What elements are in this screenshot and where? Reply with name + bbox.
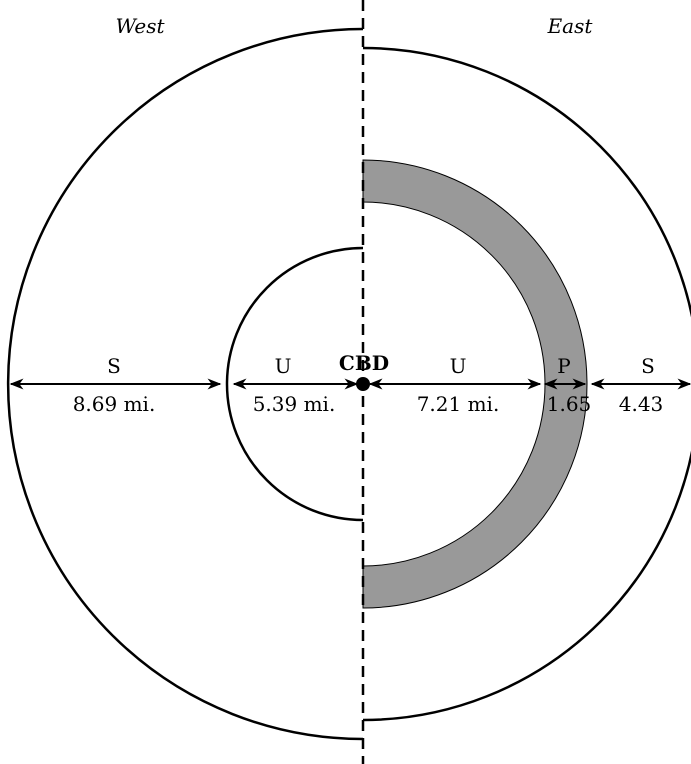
east-suburban-distance: 4.43 [619, 392, 664, 416]
west-urban-distance: 5.39 mi. [253, 392, 336, 416]
east-outer-boundary [362, 46, 691, 722]
east-suburban-zone: S [641, 354, 655, 378]
east-periurban-zone: P [557, 354, 570, 378]
cbd-label: CBD [339, 351, 389, 375]
east-periurban-distance: 1.65 [547, 392, 592, 416]
east-urban-zone: U [450, 354, 467, 378]
west-suburban-zone: S [107, 354, 121, 378]
west-heading: West [115, 14, 165, 38]
west-outer-boundary [6, 27, 364, 741]
west-suburban-distance: 8.69 mi. [73, 392, 156, 416]
west-urban-zone: U [275, 354, 292, 378]
east-urban-distance: 7.21 mi. [417, 392, 500, 416]
west-urban-boundary [225, 246, 364, 522]
cbd-dot [356, 377, 370, 391]
east-heading: East [547, 14, 594, 38]
east-periurban-ring [362, 159, 588, 609]
